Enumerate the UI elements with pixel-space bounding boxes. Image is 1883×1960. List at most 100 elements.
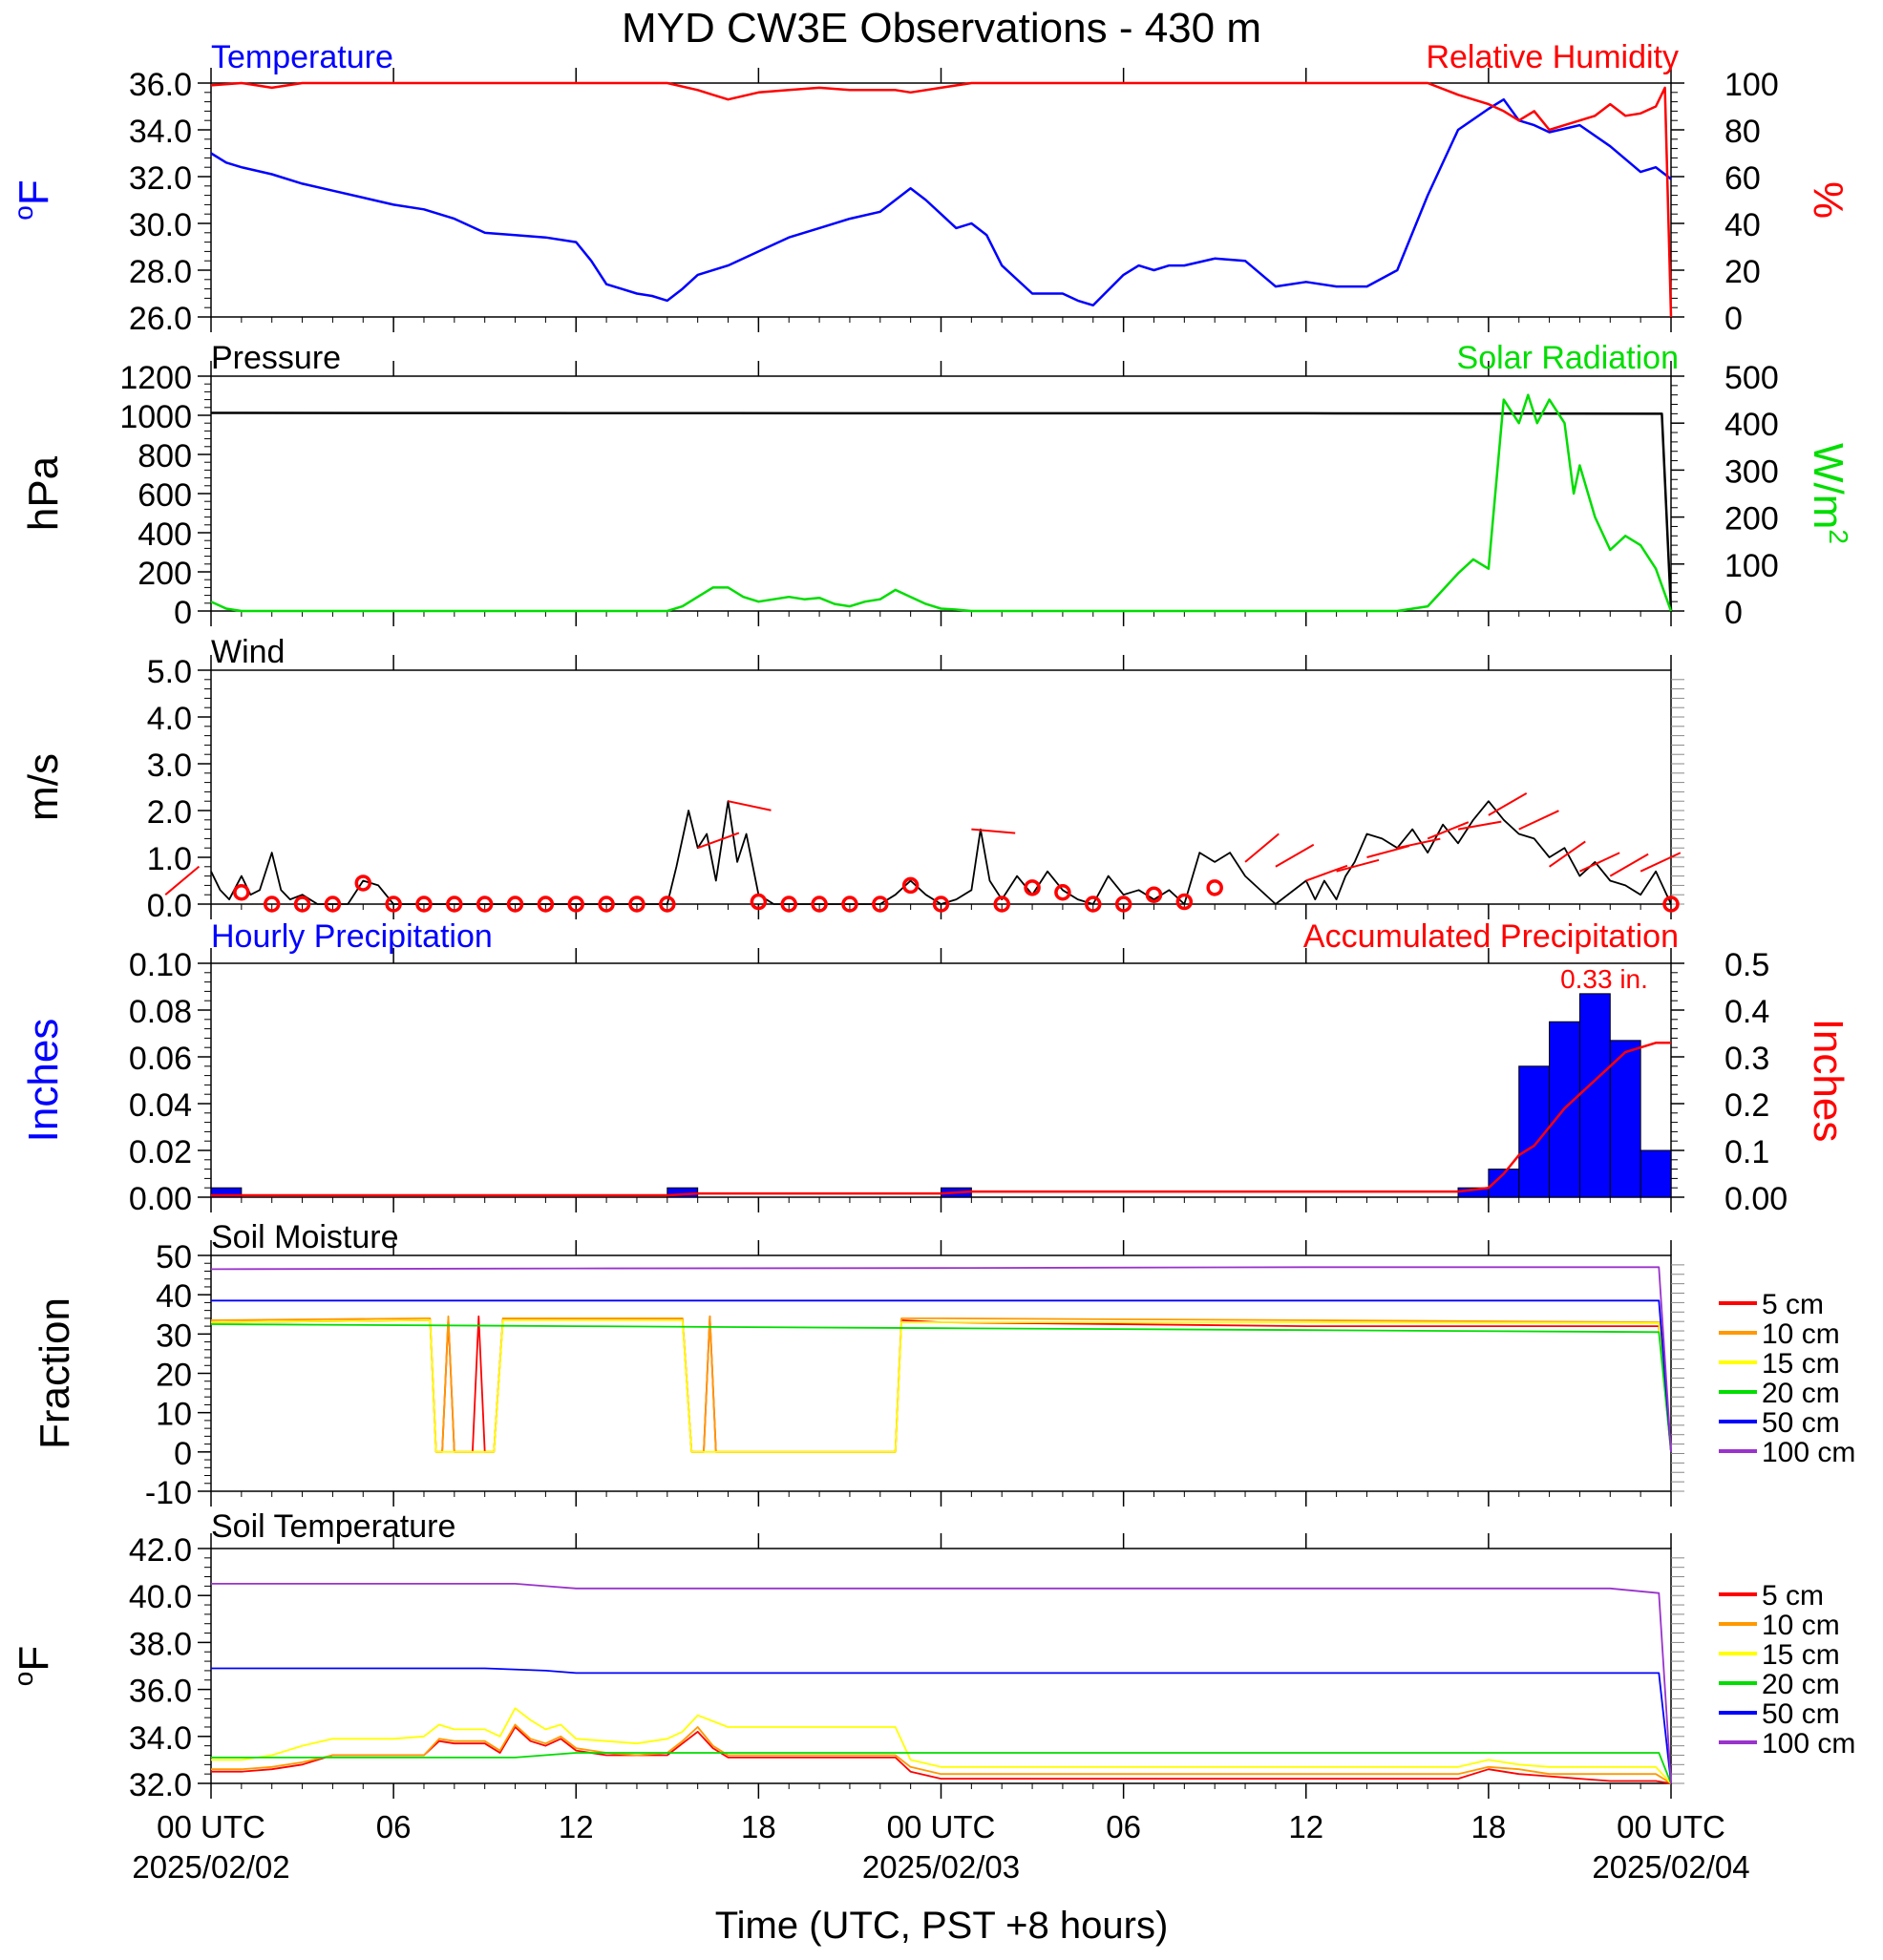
- panels: 26.028.030.032.034.036.0020406080100Temp…: [9, 39, 1855, 1803]
- wind-calm-marker: [263, 896, 281, 913]
- temp_rh-ytick-left-label: 26.0: [129, 301, 192, 337]
- soil_temp-legend-label: 50 cm: [1762, 1698, 1840, 1730]
- pres_solar-ytick-left-label: 0: [174, 595, 192, 631]
- wind-series-wind-speed: [210, 800, 1672, 905]
- pres_solar-ytick-right-label: 500: [1724, 360, 1779, 396]
- wind-calm-marker: [901, 876, 920, 895]
- soil_moisture-title-left: Soil Moisture: [211, 1219, 399, 1255]
- x-tick-date: 2025/02/02: [132, 1849, 289, 1885]
- wind-barb: [1305, 864, 1348, 882]
- soil_moisture-ytick-left-label: 0: [174, 1436, 192, 1472]
- pres_solar-ytick-right-label: 400: [1724, 407, 1779, 443]
- pres_solar-frame: [210, 375, 1672, 612]
- precip-bar: [1578, 993, 1611, 1198]
- wind-calm-marker: [628, 896, 645, 913]
- soil_moisture-ytick-left-label: 20: [156, 1358, 192, 1394]
- wind-calm-marker: [476, 896, 494, 913]
- pres_solar-ylabel-right-unit: W/m: [1805, 443, 1851, 529]
- soil_temp-ylabel-degree: o: [9, 1672, 38, 1687]
- pres_solar-lines: [210, 393, 1673, 613]
- wind-barb: [728, 800, 772, 811]
- soil_temp-legend-label: 5 cm: [1762, 1580, 1824, 1612]
- wind-calm-marker: [1114, 896, 1132, 913]
- precip-ylabel-right: Inches: [1805, 1019, 1851, 1143]
- soil_temp-legend-label: 20 cm: [1762, 1669, 1840, 1700]
- temp_rh-ytick-left-label: 36.0: [129, 67, 192, 103]
- x-tick-date: 2025/02/03: [862, 1849, 1020, 1885]
- wind-panel: 0.0 1.0 2.0 3.0 4.0 5.0 Wind m/s: [20, 634, 1684, 924]
- precip-title-left: Hourly Precipitation: [211, 918, 493, 955]
- precip-series-accumulated-precipitation: [211, 1042, 1671, 1197]
- wind-calm-marker: [780, 896, 797, 913]
- pres_solar-ytick-left-label: 1000: [119, 399, 192, 435]
- wind-calm-marker: [324, 896, 342, 913]
- wind-calm-marker: [1024, 879, 1041, 896]
- soil_moisture-ytick-left-label: 10: [156, 1397, 192, 1433]
- pres_solar-ytick-right-label: 200: [1724, 501, 1779, 537]
- wind-calm-marker: [233, 884, 250, 901]
- temp_rh-panel: 26.0 28.0 30.0 32.0 34.0 36.0 0 20 40 60 80 100 Temp…: [9, 39, 1851, 337]
- x-tick-label: 18: [741, 1809, 776, 1844]
- pres_solar-ytick-right-label: 100: [1724, 548, 1779, 584]
- soil_temp-series-15-cm: [211, 1707, 1672, 1784]
- wind-frame: [210, 669, 1672, 905]
- temp_rh-ytick-right-label: 0: [1724, 301, 1743, 337]
- pres_solar-ytick-left-label: 1200: [119, 360, 192, 396]
- temp_rh-ytick-left-label: 30.0: [129, 207, 192, 243]
- soil_temp-series-20-cm: [211, 1752, 1672, 1784]
- soil_moisture-legend-label: 15 cm: [1762, 1348, 1840, 1380]
- wind-calm-marker: [811, 896, 828, 913]
- soil_temp-ylabel-left: oF: [9, 1646, 57, 1686]
- wind-calm-marker: [293, 896, 311, 913]
- soil_temp-ylabel-unit: F: [11, 1646, 57, 1672]
- wind-calm-marker: [354, 875, 372, 892]
- precip-ylabel-left: Inches: [20, 1019, 67, 1143]
- x-tick-label: 12: [1288, 1809, 1323, 1844]
- pres_solar-ytick-right-label: 300: [1724, 453, 1779, 490]
- pres_solar-ytick-left-label: 400: [138, 516, 192, 553]
- wind-barb: [1579, 852, 1620, 873]
- soil_moisture-series-100-cm: [210, 1266, 1672, 1452]
- wind-calm-marker: [1054, 884, 1071, 901]
- precip-ytick-left-label: 0.04: [129, 1087, 192, 1124]
- wind-ytick-left-label: 5.0: [147, 654, 192, 690]
- wind-calm-marker: [993, 896, 1010, 913]
- soil_moisture-ytick-left-label: 50: [156, 1239, 192, 1275]
- wind-lines: [210, 800, 1672, 905]
- wind-barb: [1549, 840, 1586, 868]
- precip-ytick-left-label: 0.00: [129, 1181, 192, 1217]
- precip-ytick-right-label: 0.4: [1724, 994, 1769, 1030]
- soil_moisture-series-20-cm: [210, 1323, 1672, 1452]
- soil_temp-series-100-cm: [211, 1583, 1672, 1784]
- temp_rh-ylabel-unit: F: [11, 179, 57, 205]
- wind-barb: [1275, 843, 1315, 868]
- temp_rh-ylabel-right: %: [1805, 181, 1851, 219]
- precip-bar: [1609, 1040, 1641, 1198]
- soil_moisture-series-50-cm: [211, 1299, 1672, 1452]
- precip-lines: [211, 1042, 1671, 1197]
- soil_moisture-lines: [210, 1266, 1672, 1453]
- wind-ylabel-left: m/s: [20, 753, 67, 821]
- wind-calm-marker: [537, 896, 555, 913]
- pres_solar-ytick-left-label: 600: [138, 477, 192, 514]
- x-tick-date: 2025/02/04: [1592, 1849, 1749, 1885]
- soil_temp-ytick-left-label: 42.0: [129, 1532, 192, 1569]
- x-tick-label: 00 UTC: [887, 1809, 996, 1844]
- x-axis-label: Time (UTC, PST +8 hours): [715, 1905, 1169, 1947]
- wind-calm-marker: [506, 896, 524, 913]
- wind-calm-marker: [598, 896, 615, 913]
- wind-ytick-left-label: 2.0: [147, 794, 192, 831]
- temp_rh-frame: [210, 82, 1672, 318]
- wind-calm-marker: [415, 896, 433, 913]
- wind-calm-marker: [446, 896, 463, 913]
- soil_moisture-legend-label: 50 cm: [1762, 1407, 1840, 1439]
- wind-calm-marker: [1206, 879, 1223, 896]
- precip-bar: [210, 1187, 243, 1198]
- temp_rh-ytick-left-label: 32.0: [129, 160, 192, 197]
- pres_solar-title-left: Pressure: [211, 340, 341, 376]
- soil_moisture-ytick-left-label: 30: [156, 1317, 192, 1354]
- wind-calm-marker: [872, 896, 889, 913]
- soil_moisture-legend-label: 20 cm: [1762, 1378, 1840, 1409]
- temp_rh-ytick-right-label: 60: [1724, 160, 1761, 197]
